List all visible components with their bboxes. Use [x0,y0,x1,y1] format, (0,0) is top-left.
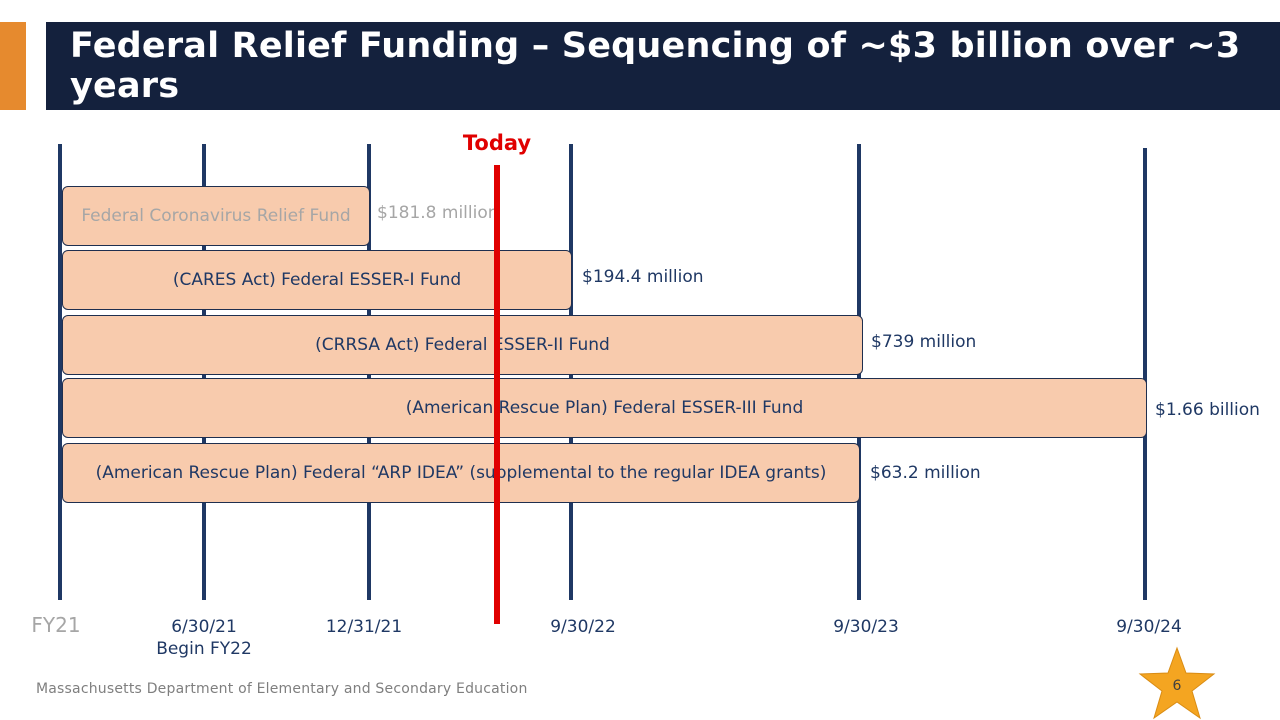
tick-date: 9/30/22 [550,617,616,637]
timeline-line-fy21 [58,144,62,600]
slide-title: Federal Relief Funding – Sequencing of ~… [70,26,1241,106]
tick-label-fy21: FY21 [0,614,126,636]
tick-label-9-30-24: 9/30/24 [1079,616,1219,638]
star-icon [1138,646,1216,720]
today-label: Today [462,131,532,155]
timeline-line-9-30-24 [1143,148,1147,600]
tick-date: 9/30/24 [1116,617,1182,637]
tick-date: 12/31/21 [325,617,403,637]
tick-date: 9/30/23 [833,617,899,637]
fund-bar-coronavirus-relief: Federal Coronavirus Relief Fund [62,186,370,246]
footer-organization: Massachusetts Department of Elementary a… [36,681,528,697]
orange-accent-bar [0,22,26,110]
tick-label-9-30-23: 9/30/23 [796,616,936,638]
fund-amount-coronavirus-relief: $181.8 million [377,203,499,223]
fund-amount-esser-2: $739 million [871,332,977,352]
tick-label-9-30-22: 9/30/22 [513,616,653,638]
tick-sublabel: Begin FY22 [156,639,252,659]
fund-bar-esser-1: (CARES Act) Federal ESSER-I Fund [62,250,572,310]
fund-amount-esser-3: $1.66 billion [1155,400,1260,420]
fund-bar-arp-idea: (American Rescue Plan) Federal “ARP IDEA… [62,443,860,503]
fund-amount-esser-1: $194.4 million [582,267,704,287]
today-marker-line [494,165,500,624]
page-number: 6 [1172,678,1182,694]
tick-date: FY21 [31,613,81,637]
fund-amount-arp-idea: $63.2 million [870,463,981,483]
tick-date: 6/30/21 [171,617,237,637]
fund-bar-esser-3: (American Rescue Plan) Federal ESSER-III… [62,378,1147,438]
title-bar: Federal Relief Funding – Sequencing of ~… [46,22,1280,110]
tick-label-6-30-21: 6/30/21 Begin FY22 [134,616,274,660]
fund-bar-esser-2: (CRRSA Act) Federal ESSER-II Fund [62,315,863,375]
tick-label-12-31-21: 12/31/21 [294,616,434,638]
